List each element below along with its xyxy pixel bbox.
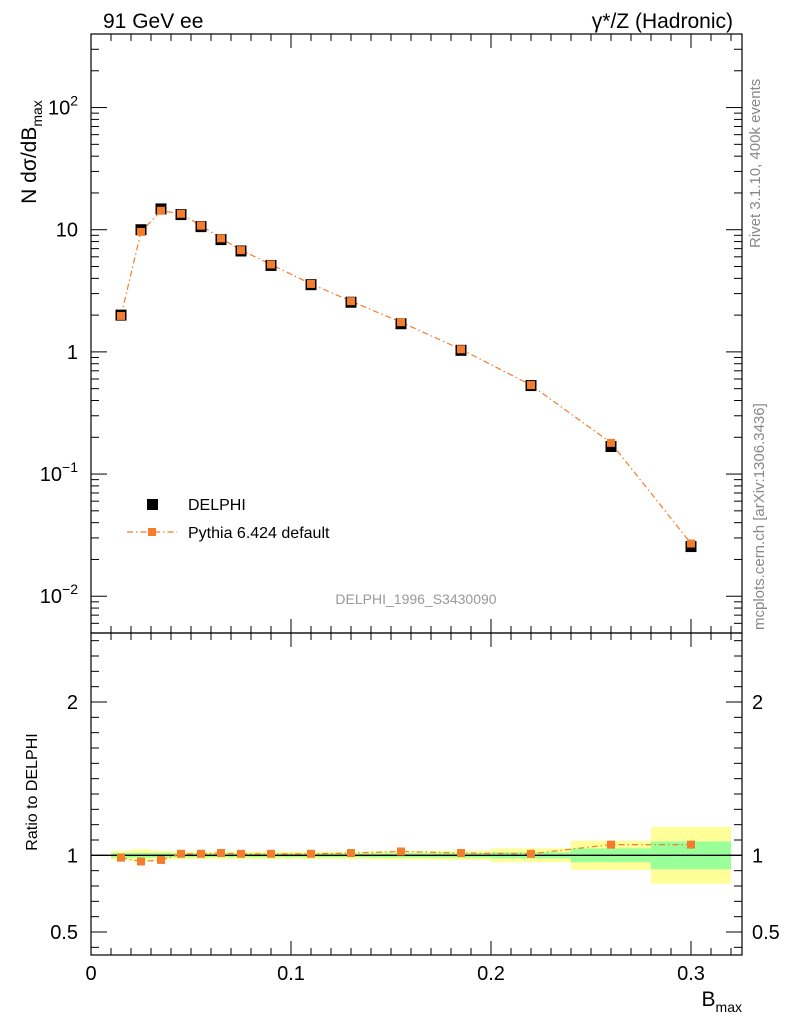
main-plot-panel: 10−2 10−1 1 10 102 DELPHI_1996_S3430090 N dσ… — [18, 33, 743, 634]
ratio-pythia-point — [177, 849, 185, 858]
pythia-point — [457, 345, 465, 354]
x-axis-tick-labels: 0 0.1 0.2 0.3 — [85, 963, 704, 985]
legend-marker-pythia — [148, 528, 156, 536]
ratio-y-axis-label: Ratio to DELPHI — [24, 733, 41, 850]
ratio-y-tick-label-right: 0.5 — [752, 922, 780, 944]
pythia-point — [607, 438, 615, 447]
ratio-plot-frame — [90, 632, 743, 956]
y-tick-label: 1 — [67, 342, 78, 364]
header-right-title: γ*/Z (Hadronic) — [592, 10, 733, 33]
ratio-pythia-point — [527, 849, 535, 858]
y-tick-label: 102 — [48, 93, 78, 120]
pythia-point — [687, 539, 695, 548]
ratio-pythia-point — [117, 853, 125, 862]
pythia-point — [217, 234, 225, 243]
ratio-data-series — [117, 840, 695, 866]
ratio-pythia-point — [607, 840, 615, 849]
rivet-version-label: Rivet 3.1.10, 400k events — [747, 79, 764, 248]
ratio-y-tick-label-right: 2 — [752, 692, 763, 714]
pythia-point — [177, 209, 185, 218]
x-axis-label: Bmax — [702, 988, 742, 1015]
legend: DELPHI Pythia 6.424 default — [127, 497, 330, 542]
x-label-text: B — [702, 988, 716, 1011]
legend-label-delphi: DELPHI — [188, 497, 246, 514]
pythia-point — [347, 297, 355, 306]
x-tick-label: 0.3 — [677, 963, 705, 985]
y-tick-label: 10−2 — [40, 581, 78, 608]
header-left-title: 91 GeV ee — [103, 10, 203, 33]
main-y-label-subscript: max — [29, 100, 45, 126]
ratio-pythia-point — [307, 849, 315, 858]
ratio-pythia-point — [197, 849, 205, 858]
ratio-y-tick-label: 1 — [67, 845, 78, 867]
watermark-label: DELPHI_1996_S3430090 — [335, 591, 496, 607]
main-y-label-text: N dσ/dB — [18, 127, 41, 204]
ratio-pythia-point — [237, 849, 245, 858]
pythia-point — [527, 381, 535, 390]
x-tick-label: 0.1 — [277, 963, 305, 985]
y-tick-label: 10 — [56, 220, 78, 242]
pythia-point — [397, 318, 405, 327]
main-y-axis-label: N dσ/dBmax — [18, 100, 45, 204]
pythia-point — [197, 221, 205, 230]
legend-marker-delphi — [147, 499, 158, 510]
pythia-point — [157, 206, 165, 215]
ratio-pythia-point — [217, 849, 225, 858]
svg-text:N dσ/dBmax: N dσ/dBmax — [18, 100, 45, 204]
pythia-point — [137, 227, 145, 236]
ratio-axis-ticks: 0.5 0.5 1 1 2 2 — [50, 633, 780, 955]
ratio-pythia-point — [457, 849, 465, 858]
ratio-pythia-point — [397, 847, 405, 856]
pythia-point — [237, 246, 245, 255]
ratio-pythia-point — [687, 840, 695, 849]
ratio-plot-panel: 0.5 0.5 1 1 2 2 Ratio to DELPHI — [24, 632, 780, 956]
main-plot-frame — [90, 33, 743, 634]
pythia-point — [117, 311, 125, 320]
y-tick-label: 10−1 — [40, 459, 78, 486]
pythia-line — [120, 210, 692, 544]
x-tick-label: 0.2 — [477, 963, 505, 985]
ratio-uncertainty-bands — [91, 826, 742, 884]
pythia-point — [267, 260, 275, 269]
main-axis-ticks: 10−2 10−1 1 10 102 — [40, 33, 742, 634]
ratio-y-tick-label-right: 1 — [752, 845, 763, 867]
ratio-y-tick-label: 2 — [67, 692, 78, 714]
x-label-subscript: max — [716, 999, 742, 1015]
ratio-pythia-point — [157, 855, 165, 864]
main-data-series — [115, 203, 697, 553]
svg-text:Bmax: Bmax — [702, 988, 742, 1015]
x-tick-label: 0 — [85, 963, 96, 985]
mcplots-citation-label: mcplots.cern.ch [arXiv:1306.3436] — [751, 403, 768, 630]
legend-label-pythia: Pythia 6.424 default — [188, 525, 330, 542]
ratio-y-tick-label: 0.5 — [50, 922, 78, 944]
pythia-point — [307, 279, 315, 288]
ratio-pythia-point — [347, 849, 355, 858]
ratio-pythia-point — [137, 857, 145, 866]
ratio-pythia-point — [267, 849, 275, 858]
